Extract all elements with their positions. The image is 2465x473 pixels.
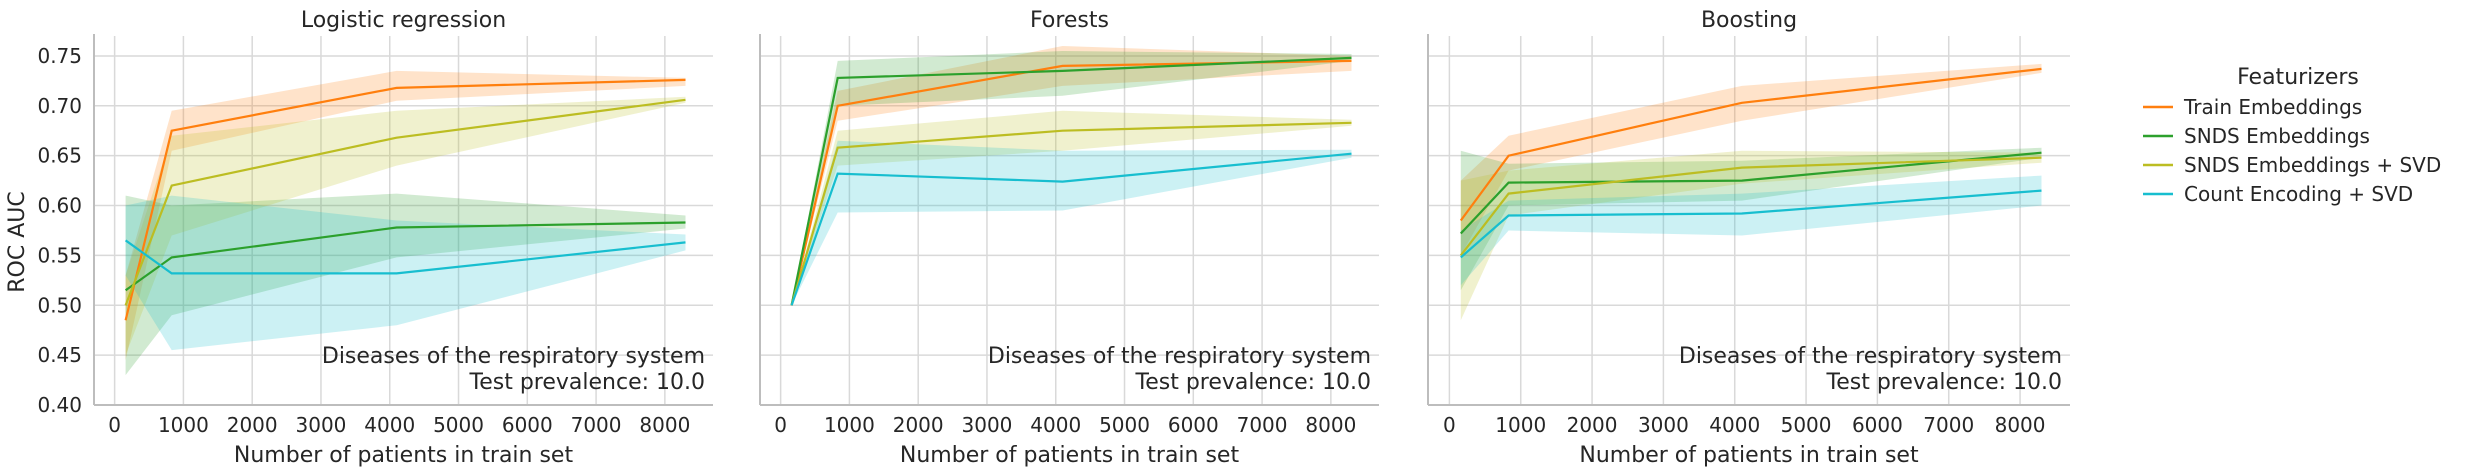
series-line <box>790 152 1352 306</box>
panel-1: 0 1000 2000 3000 4000 5000 6000 7000 8000 0.40 0.4… <box>37 8 713 468</box>
x-tick-label: 4000 <box>364 413 415 437</box>
x-tick-label: 3000 <box>962 413 1013 437</box>
panel-title: Boosting <box>1701 8 1797 33</box>
x-tick-label: 3000 <box>1638 413 1689 437</box>
x-tick-label: 5000 <box>1781 413 1832 437</box>
x-tick-label: 8000 <box>1305 413 1356 437</box>
x-tick-label: 5000 <box>433 413 484 437</box>
x-tick-label: 2000 <box>227 413 278 437</box>
y-tick-label: 0.65 <box>37 144 82 168</box>
x-tick-label: 4000 <box>1030 413 1081 437</box>
x-tick-label: 7000 <box>1923 413 1974 437</box>
series-line <box>790 121 1352 306</box>
series-line <box>1460 189 2042 259</box>
series-line <box>124 221 686 292</box>
series-line <box>1459 67 2042 222</box>
legend-item-label: SNDS Embeddings <box>2184 124 2370 148</box>
confidence-band <box>1460 175 2042 286</box>
x-tick-label: 2000 <box>893 413 944 437</box>
legend: Featurizers Train Embeddings SNDS Embeddi… <box>2143 65 2441 206</box>
y-tick-label: 0.45 <box>37 343 82 367</box>
legend-item-label: SNDS Embeddings + SVD <box>2184 153 2441 177</box>
x-tick-label: 0 <box>108 413 121 437</box>
x-tick-label: 8000 <box>639 413 690 437</box>
panel-3: 0 1000 2000 3000 4000 5000 6000 7000 8000 Boostin… <box>1427 8 2070 468</box>
legend-item-label: Count Encoding + SVD <box>2184 182 2413 206</box>
x-tick-label: 1000 <box>158 413 209 437</box>
x-tick-label: 3000 <box>296 413 347 437</box>
confidence-band <box>125 193 686 376</box>
confidence-band <box>791 110 1352 306</box>
panel-2: 0 1000 2000 3000 4000 5000 6000 7000 8000 Forests… <box>759 8 1379 468</box>
series-line <box>1459 156 2042 257</box>
chart-panels: 0 1000 2000 3000 4000 5000 6000 7000 8000 0.40 0.4… <box>37 8 2070 468</box>
annotation-line: Diseases of the respiratory system <box>1679 344 2062 369</box>
x-tick-label: 8000 <box>1995 413 2046 437</box>
series-line <box>790 56 1352 306</box>
confidence-band <box>125 96 686 356</box>
y-tick-label: 0.70 <box>37 94 82 118</box>
confidence-band <box>791 51 1352 306</box>
x-tick-label: 7000 <box>1237 413 1288 437</box>
x-tick-label: 7000 <box>571 413 622 437</box>
x-tick-label: 6000 <box>1852 413 1903 437</box>
series-line <box>124 98 686 306</box>
y-axis-label: ROC AUC <box>5 191 30 292</box>
x-tick-label: 6000 <box>1168 413 1219 437</box>
legend-item-label: Train Embeddings <box>2183 95 2362 119</box>
x-axis-label: Number of patients in train set <box>1579 443 1919 468</box>
legend-title: Featurizers <box>2237 65 2359 90</box>
x-axis-label: Number of patients in train set <box>234 443 574 468</box>
x-tick-label: 0 <box>774 413 787 437</box>
annotation-line: Diseases of the respiratory system <box>322 344 705 369</box>
confidence-band <box>791 46 1352 306</box>
annotation-line: Diseases of the respiratory system <box>988 344 1371 369</box>
confidence-band <box>791 140 1352 306</box>
y-tick-label: 0.55 <box>37 243 82 267</box>
panel-title: Logistic regression <box>301 8 506 33</box>
y-tick-label: 0.75 <box>37 44 82 68</box>
x-tick-label: 1000 <box>1495 413 1546 437</box>
panel-title: Forests <box>1030 8 1109 33</box>
y-tick-label: 0.50 <box>37 293 82 317</box>
series-line <box>124 78 686 321</box>
x-tick-label: 0 <box>1443 413 1456 437</box>
x-tick-label: 5000 <box>1099 413 1150 437</box>
x-axis-label: Number of patients in train set <box>900 443 1240 468</box>
annotation-line: Test prevalence: 10.0 <box>1826 370 2063 395</box>
confidence-band <box>1460 150 2042 321</box>
x-tick-label: 1000 <box>824 413 875 437</box>
annotation-line: Test prevalence: 10.0 <box>469 370 706 395</box>
x-tick-label: 2000 <box>1567 413 1618 437</box>
y-tick-label: 0.60 <box>37 194 82 218</box>
y-tick-label: 0.40 <box>37 393 82 417</box>
series-line <box>124 239 686 275</box>
x-tick-label: 4000 <box>1709 413 1760 437</box>
x-tick-label: 6000 <box>502 413 553 437</box>
annotation-line: Test prevalence: 10.0 <box>1135 370 1372 395</box>
